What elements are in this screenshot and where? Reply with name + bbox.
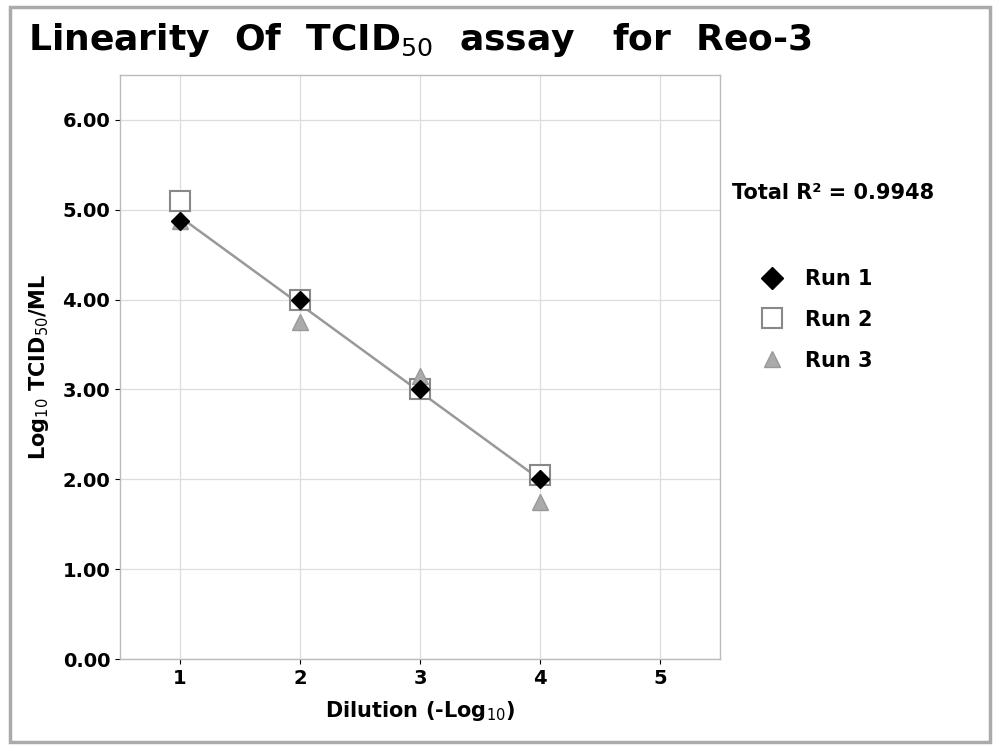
Run 1 (174, 216, 186, 225)
Legend: Run 1, Run 2, Run 3: Run 1, Run 2, Run 3 (742, 261, 881, 379)
Run 2 (534, 470, 546, 479)
Y-axis label: Log$_{10}$ TCID$_{50}$/ML: Log$_{10}$ TCID$_{50}$/ML (27, 274, 51, 460)
Run 3 (414, 372, 426, 380)
Run 2 (174, 196, 186, 205)
Run 1 (294, 295, 306, 304)
Line: Run 2: Run 2 (170, 190, 550, 485)
Run 1 (534, 475, 546, 484)
Run 3 (174, 216, 186, 225)
Run 2 (414, 385, 426, 394)
Run 2 (294, 295, 306, 304)
Line: Run 1: Run 1 (174, 215, 546, 485)
Line: Run 3: Run 3 (172, 213, 548, 509)
Run 3 (534, 497, 546, 506)
Run 3 (294, 318, 306, 327)
Run 1 (414, 385, 426, 394)
Title: Linearity  Of  TCID$_{50}$  assay   for  Reo-3: Linearity Of TCID$_{50}$ assay for Reo-3 (28, 21, 812, 59)
Text: Total R² = 0.9948: Total R² = 0.9948 (732, 184, 934, 204)
X-axis label: Dilution (-Log$_{10}$): Dilution (-Log$_{10}$) (325, 699, 515, 723)
